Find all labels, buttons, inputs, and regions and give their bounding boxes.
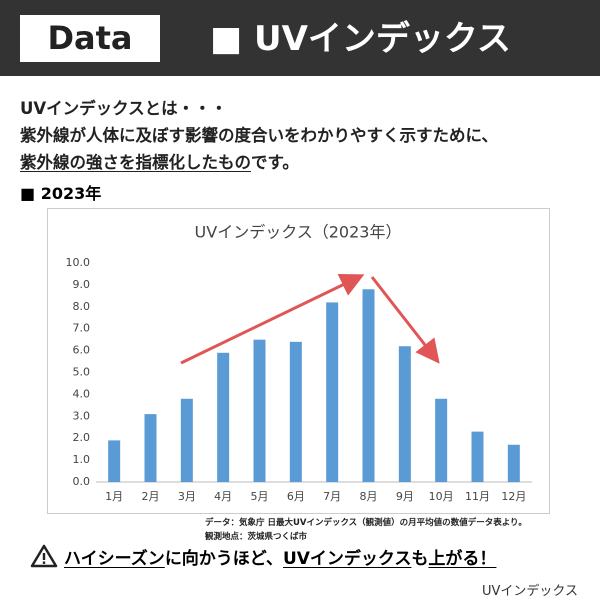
bar xyxy=(217,352,230,482)
x-tick-label: 12月 xyxy=(501,490,526,503)
bar xyxy=(507,444,520,482)
warning-part: 上がる！ xyxy=(428,549,497,569)
y-tick-label: 9.0 xyxy=(73,278,91,291)
bar xyxy=(144,414,157,482)
caption: UVインデックス xyxy=(481,584,578,599)
trend-arrow xyxy=(370,276,440,364)
warning-icon xyxy=(30,544,58,568)
warning-part: UVインデックス xyxy=(282,549,412,569)
x-tick-label: 1月 xyxy=(105,490,123,503)
chart: UVインデックス（2023年） 0.0 1.0 2.0 3.0 4.0 5.0 6.0 7.0… xyxy=(47,208,550,514)
x-tick-label: 6月 xyxy=(287,490,305,503)
bar xyxy=(471,431,484,482)
bar xyxy=(289,341,302,482)
warning-part: も xyxy=(411,549,429,569)
y-tick-label: 8.0 xyxy=(73,300,91,313)
section-title: ■ 2023年 xyxy=(20,184,102,203)
y-tick-label: 10.0 xyxy=(66,256,91,269)
trend-arrow xyxy=(180,274,365,365)
intro-underlined: 紫外線の強さを指標化したもの xyxy=(20,153,251,172)
bar xyxy=(108,440,121,482)
x-tick-label: 4月 xyxy=(214,490,232,503)
bar xyxy=(180,398,193,482)
intro-tail: です。 xyxy=(251,153,299,172)
intro-line: 紫外線が人体に及ぼす影響の度合いをわかりやすく示すために、 xyxy=(20,126,499,145)
warning: ハイシーズンに向かうほど、UVインデックスも上がる！ xyxy=(30,544,496,572)
bar xyxy=(326,302,339,482)
y-tick-label: 2.0 xyxy=(73,431,91,444)
x-tick-label: 11月 xyxy=(465,490,490,503)
bar xyxy=(253,339,266,482)
intro-line: 紫外線の強さを指標化したものです。 xyxy=(20,149,299,173)
x-tick-label: 5月 xyxy=(251,490,269,503)
y-tick-label: 7.0 xyxy=(73,322,91,335)
x-tick-label: 8月 xyxy=(360,490,378,503)
warning-part: に向かうほど、 xyxy=(164,549,283,569)
badge: Data xyxy=(20,15,160,62)
bar xyxy=(435,398,448,482)
bar xyxy=(362,289,375,482)
y-tick-label: 5.0 xyxy=(73,366,91,379)
x-tick-label: 10月 xyxy=(429,490,454,503)
y-tick-label: 3.0 xyxy=(73,409,91,422)
source-note: データ：気象庁 日最大UVインデックス（観測値）の月平均値の数値データ表より。 xyxy=(205,518,527,528)
x-tick-label: 3月 xyxy=(178,490,196,503)
intro-line: UVインデックスとは・・・ xyxy=(20,99,228,118)
y-tick-label: 0.0 xyxy=(73,475,91,488)
chart-title: UVインデックス（2023年） xyxy=(195,223,402,242)
y-tick-label: 4.0 xyxy=(73,387,91,400)
x-tick-label: 9月 xyxy=(396,490,414,503)
bar xyxy=(398,346,411,482)
x-tick-label: 2月 xyxy=(142,490,160,503)
source-note: 観測地点：茨城県つくば市 xyxy=(205,532,308,542)
x-tick-label: 7月 xyxy=(323,490,341,503)
warning-part: ハイシーズン xyxy=(64,549,165,569)
y-tick-label: 6.0 xyxy=(73,344,91,357)
y-tick-label: 1.0 xyxy=(73,453,91,466)
header-title: ■ UVインデックス xyxy=(210,19,511,59)
